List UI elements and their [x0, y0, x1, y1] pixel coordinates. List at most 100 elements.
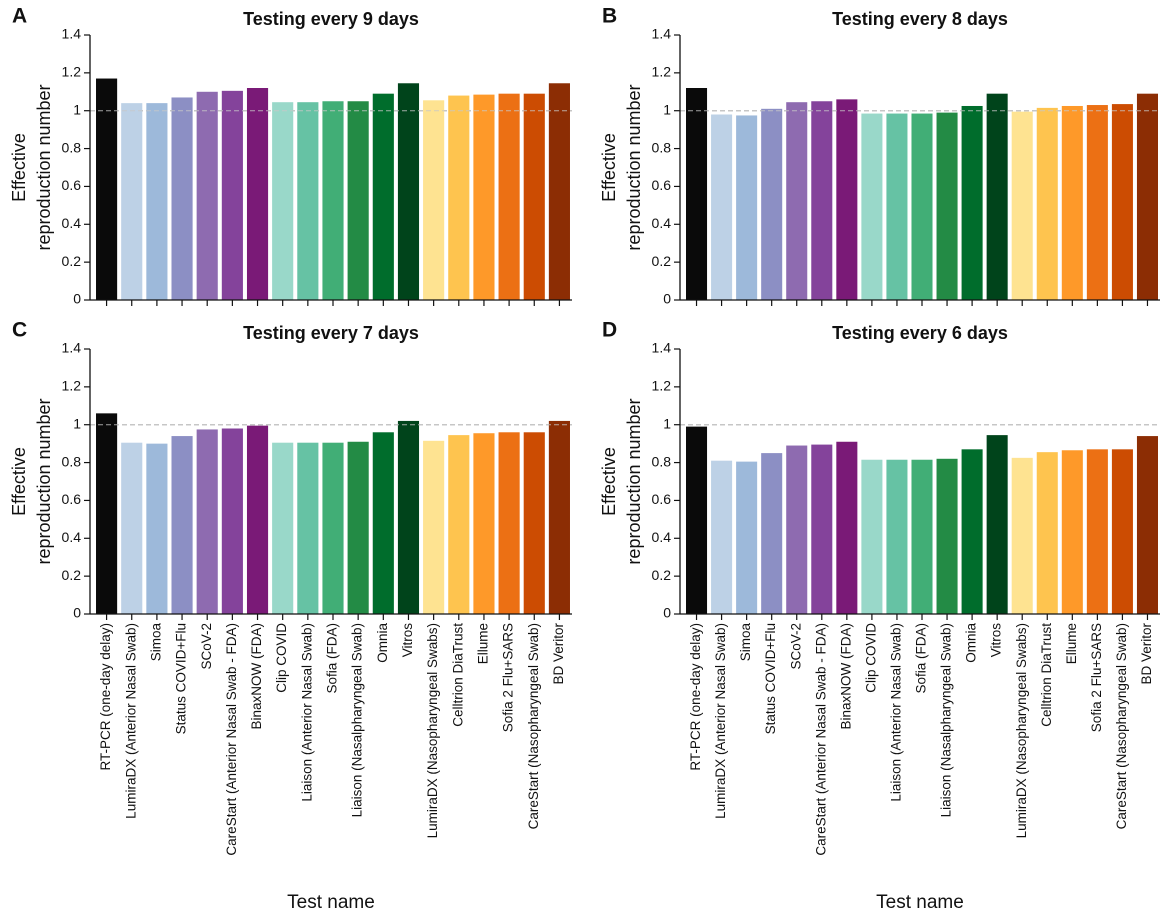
bar — [196, 91, 218, 301]
bar — [686, 88, 708, 300]
y-tick-label: 1 — [663, 415, 671, 431]
panel-letter: A — [12, 5, 27, 28]
bar — [811, 101, 833, 300]
bar — [961, 105, 983, 300]
x-tick-label: RT-PCR (one-day delay) — [688, 623, 703, 771]
bar — [811, 444, 833, 614]
bar — [146, 443, 168, 614]
x-tick-label: Ellume — [476, 623, 491, 664]
x-tick-label: Celltrion DiaTrust — [1039, 623, 1054, 727]
bar — [423, 100, 445, 300]
y-tick-label: 0.4 — [652, 215, 672, 231]
y-tick-label: 1.2 — [652, 64, 672, 80]
y-tick-label: 0.8 — [652, 453, 672, 469]
y-axis-label: reproduction number — [624, 84, 644, 250]
bar — [272, 102, 294, 300]
bar — [448, 95, 470, 300]
x-tick-label: LumiraDX (Nasopharyngeal Swabs) — [1014, 623, 1029, 838]
y-axis-label: Effective — [599, 133, 619, 202]
y-tick-label: 1.4 — [62, 340, 82, 356]
y-tick-label: 1.4 — [652, 340, 672, 356]
y-tick-label: 1.2 — [62, 378, 82, 394]
y-tick-label: 0.2 — [652, 253, 672, 269]
bar — [786, 102, 808, 300]
y-tick-label: 0.6 — [62, 177, 82, 193]
bar — [297, 102, 319, 300]
y-tick-label: 0.8 — [652, 139, 672, 155]
bar — [1061, 450, 1083, 614]
bar — [171, 436, 193, 614]
x-axis-label: Test name — [287, 892, 375, 913]
bar — [1086, 105, 1108, 301]
y-tick-label: 0 — [73, 605, 81, 621]
x-tick-label: LumiraDX (Anterior Nasal Swab) — [713, 623, 728, 819]
x-tick-label: LumiraDX (Nasopharyngeal Swabs) — [425, 623, 440, 838]
bar — [761, 108, 783, 300]
y-tick-label: 0 — [73, 291, 81, 307]
bar — [1036, 107, 1058, 300]
y-tick-label: 0.8 — [62, 453, 82, 469]
x-tick-label: Omnia — [375, 623, 390, 663]
y-tick-label: 0 — [663, 291, 671, 307]
y-tick-label: 0.6 — [652, 491, 672, 507]
x-tick-label: SCoV-2 — [199, 623, 214, 670]
bar — [936, 458, 958, 614]
x-tick-label: Liaison (Nasalpharyngeal Swab) — [939, 623, 954, 817]
x-tick-label: Liaison (Anterior Nasal Swab) — [299, 623, 314, 802]
bar — [836, 99, 858, 300]
bar — [121, 103, 143, 301]
bar — [1061, 105, 1083, 300]
y-tick-label: 0.8 — [62, 139, 82, 155]
bar — [961, 449, 983, 614]
bar — [886, 113, 908, 300]
y-tick-label: 0.4 — [62, 215, 82, 231]
y-axis-label: reproduction number — [34, 84, 54, 250]
bar — [761, 453, 783, 614]
x-tick-label: Sofia 2 Flu+SARS — [1089, 623, 1104, 732]
x-tick-label: BinaxNOW (FDA) — [249, 623, 264, 730]
x-tick-label: Simoa — [148, 623, 163, 662]
x-tick-label: CareStart (Anterior Nasal Swab - FDA) — [224, 623, 239, 856]
bar — [347, 101, 369, 300]
x-tick-label: Sofia (FDA) — [325, 623, 340, 694]
bar — [686, 426, 708, 614]
bar — [986, 93, 1008, 300]
bar — [836, 441, 858, 614]
chart-title: Testing every 7 days — [243, 323, 419, 343]
bar — [372, 432, 394, 614]
bar — [246, 425, 269, 614]
x-tick-label: Celltrion DiaTrust — [450, 623, 465, 727]
y-axis-label: Effective — [9, 447, 29, 516]
x-tick-label: Status COVID+Flu — [174, 623, 189, 734]
y-tick-label: 1 — [73, 101, 81, 117]
bar — [886, 459, 908, 614]
bar — [498, 432, 520, 614]
bar — [986, 435, 1008, 614]
y-tick-label: 1 — [73, 415, 81, 431]
bar — [1011, 457, 1033, 614]
y-tick-label: 0.2 — [652, 567, 672, 583]
x-tick-label: Vitros — [989, 623, 1004, 658]
bar — [423, 440, 445, 614]
panel-letter: D — [602, 319, 617, 342]
bar — [1036, 452, 1058, 614]
y-tick-label: 0.6 — [652, 177, 672, 193]
x-tick-label: Liaison (Nasalpharyngeal Swab) — [350, 623, 365, 817]
bar — [936, 112, 958, 300]
y-tick-label: 0.6 — [62, 491, 82, 507]
bar — [498, 93, 520, 300]
y-axis-label: reproduction number — [34, 398, 54, 564]
x-tick-label: Sofia 2 Flu+SARS — [501, 623, 516, 732]
x-axis-label: Test name — [876, 892, 964, 913]
bar — [1136, 436, 1158, 614]
bar — [523, 93, 545, 300]
bar — [196, 429, 218, 614]
x-tick-label: LumiraDX (Anterior Nasal Swab) — [123, 623, 138, 819]
y-tick-label: 1.4 — [652, 26, 672, 42]
bar — [221, 90, 243, 300]
y-tick-label: 0.2 — [62, 253, 82, 269]
x-tick-label: BinaxNOW (FDA) — [838, 623, 853, 730]
x-tick-label: BD Veritor — [1139, 623, 1154, 685]
y-tick-label: 1.4 — [62, 26, 82, 42]
bar — [911, 113, 933, 300]
